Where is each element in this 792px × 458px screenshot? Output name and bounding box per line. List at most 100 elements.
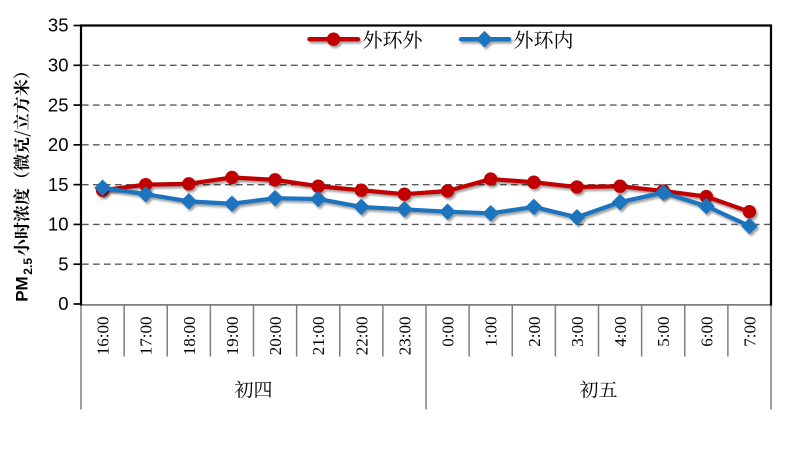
data-point-marker (439, 203, 456, 220)
cjk-glyph (14, 130, 31, 137)
cjk-glyph (13, 222, 30, 238)
data-point-marker (266, 189, 284, 207)
cjk-glyph (579, 380, 598, 399)
x-tick-label: 1:00 (482, 317, 501, 347)
cjk-glyph (534, 30, 553, 49)
cjk-glyph (13, 113, 29, 130)
cjk-glyph (555, 30, 573, 49)
data-point-marker (525, 198, 543, 216)
x-tick-label: 23:00 (395, 317, 414, 356)
plot-border (79, 24, 773, 306)
category-dividers (80, 305, 772, 410)
data-point-marker (309, 190, 327, 208)
series-polyline (100, 185, 752, 229)
y-axis-title: PM2.5 (13, 73, 35, 302)
cjk-glyph (383, 30, 402, 49)
x-tick-label: 3:00 (568, 317, 587, 347)
data-point-marker (311, 179, 325, 193)
data-point-marker (568, 208, 586, 226)
data-point-marker (742, 204, 757, 219)
x-tick-label: 21:00 (309, 317, 328, 356)
y-axis-ticks (73, 24, 80, 305)
x-tick-label: 4:00 (611, 317, 630, 347)
cjk-glyph (599, 381, 617, 397)
data-point-marker (440, 184, 455, 198)
cjk-glyph (13, 154, 30, 171)
data-point-marker (611, 193, 629, 211)
cjk-glyph (13, 205, 30, 222)
legend-key-circle-icon (307, 32, 361, 46)
data-point-marker (482, 204, 499, 222)
x-tick-label: 17:00 (137, 317, 156, 356)
data-point-marker (527, 175, 541, 189)
y-tick-label: 30 (48, 54, 69, 75)
data-point-marker (396, 201, 413, 218)
data-point-marker (225, 170, 239, 185)
x-tick-label: 20:00 (266, 317, 285, 356)
cjk-glyph (363, 30, 382, 49)
y-axis-title-cjk (13, 73, 31, 256)
data-point-marker (699, 189, 714, 204)
x-tick-label: 22:00 (352, 317, 371, 356)
x-tick-label: 7:00 (740, 317, 759, 347)
cjk-glyph (13, 96, 30, 113)
cjk-glyph (13, 79, 30, 96)
cjk-glyph (13, 73, 30, 79)
x-tick-label: 2:00 (525, 317, 544, 347)
data-point-marker (137, 185, 154, 203)
series-line-0 (95, 170, 757, 219)
x-tick-label: 6:00 (697, 317, 716, 347)
cjk-glyph (403, 30, 422, 49)
legend-item-label (514, 30, 573, 49)
data-point-marker (268, 173, 282, 187)
y-axis-title-subscript: 2.5 (21, 258, 35, 275)
y-tick-label: 20 (48, 134, 69, 155)
data-point-marker (223, 195, 241, 213)
data-point-marker (613, 179, 627, 193)
cjk-glyph (13, 137, 30, 154)
x-tick-label: 18:00 (180, 317, 199, 356)
series-polyline (100, 175, 752, 214)
data-point-marker (570, 180, 584, 194)
x-tick-label: 19:00 (223, 317, 242, 356)
data-point-marker (326, 32, 341, 46)
data-point-marker (180, 193, 198, 210)
data-point-marker (94, 179, 111, 197)
cjk-glyph (13, 239, 30, 256)
legend-item-1 (458, 30, 573, 49)
gridlines (82, 64, 770, 265)
y-tick-label: 0 (58, 293, 68, 314)
legend-key-diamond-icon (458, 30, 512, 48)
y-axis-labels: 0 5 10 15 20 25 30 35 (48, 15, 69, 315)
y-tick-label: 25 (48, 94, 69, 115)
cjk-glyph (514, 30, 533, 49)
data-point-marker (353, 198, 370, 216)
cjk-glyph (13, 188, 30, 205)
legend-item-0 (307, 30, 422, 49)
data-point-marker (654, 184, 672, 201)
x-tick-label: 16:00 (94, 317, 113, 356)
y-tick-label: 35 (48, 15, 69, 36)
data-point-marker (182, 177, 196, 191)
series-line-1 (94, 179, 758, 235)
data-point-marker (354, 183, 369, 197)
category-group-label (234, 380, 272, 399)
legend (307, 30, 573, 49)
data-point-marker (741, 217, 758, 235)
y-tick-label: 10 (48, 214, 69, 235)
cjk-glyph (13, 172, 30, 178)
data-point-marker (476, 30, 493, 48)
x-tick-label: 5:00 (654, 317, 673, 347)
y-tick-label: 5 (58, 253, 68, 274)
x-axis-labels: 16:00 17:00 18:00 19:00 20:00 21:00 22:00 23:00… (94, 317, 760, 356)
cjk-glyph (234, 380, 253, 399)
y-tick-label: 15 (48, 174, 69, 195)
data-point-marker (698, 197, 715, 215)
legend-item-label (363, 30, 422, 49)
category-group-label (579, 380, 617, 399)
data-point-marker (483, 172, 498, 186)
cjk-glyph (255, 381, 272, 399)
y-axis-title-prefix: PM (13, 276, 32, 302)
